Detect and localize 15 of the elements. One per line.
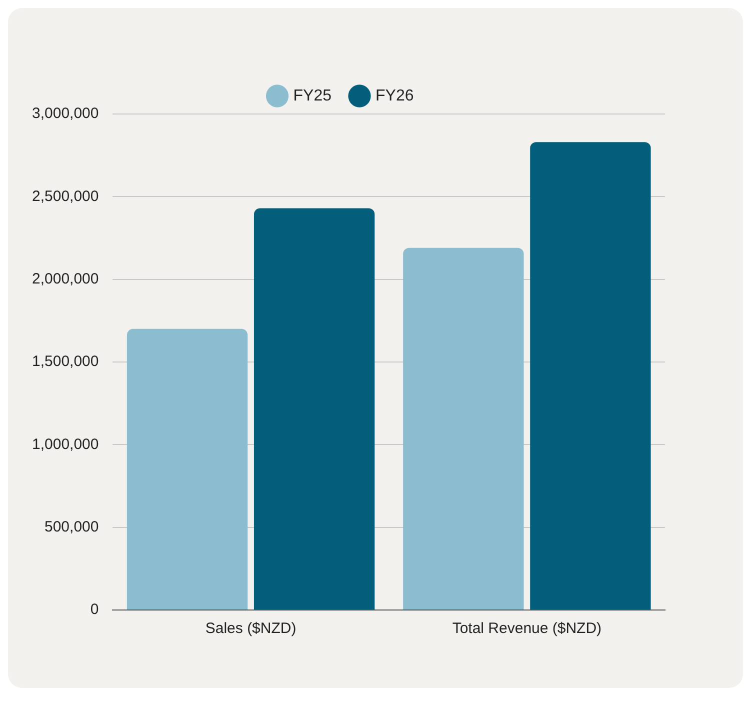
y-tick-label: 2,500,000 [32,188,99,205]
x-tick-label: Total Revenue ($NZD) [452,620,602,638]
legend-label: FY25 [293,87,332,104]
bar [254,208,375,610]
y-tick-label: 1,500,000 [32,353,99,370]
x-tick-label: Sales ($NZD) [205,620,296,638]
y-tick-label: 0 [90,601,99,618]
y-tick-label: 1,000,000 [32,436,99,453]
bar [530,142,651,610]
y-tick-label: 2,000,000 [32,270,99,288]
y-tick-label: 500,000 [44,518,99,536]
y-tick-label: 3,000,000 [32,105,99,122]
bar [126,328,248,610]
bar [403,248,524,610]
legend-label: FY26 [376,87,414,104]
